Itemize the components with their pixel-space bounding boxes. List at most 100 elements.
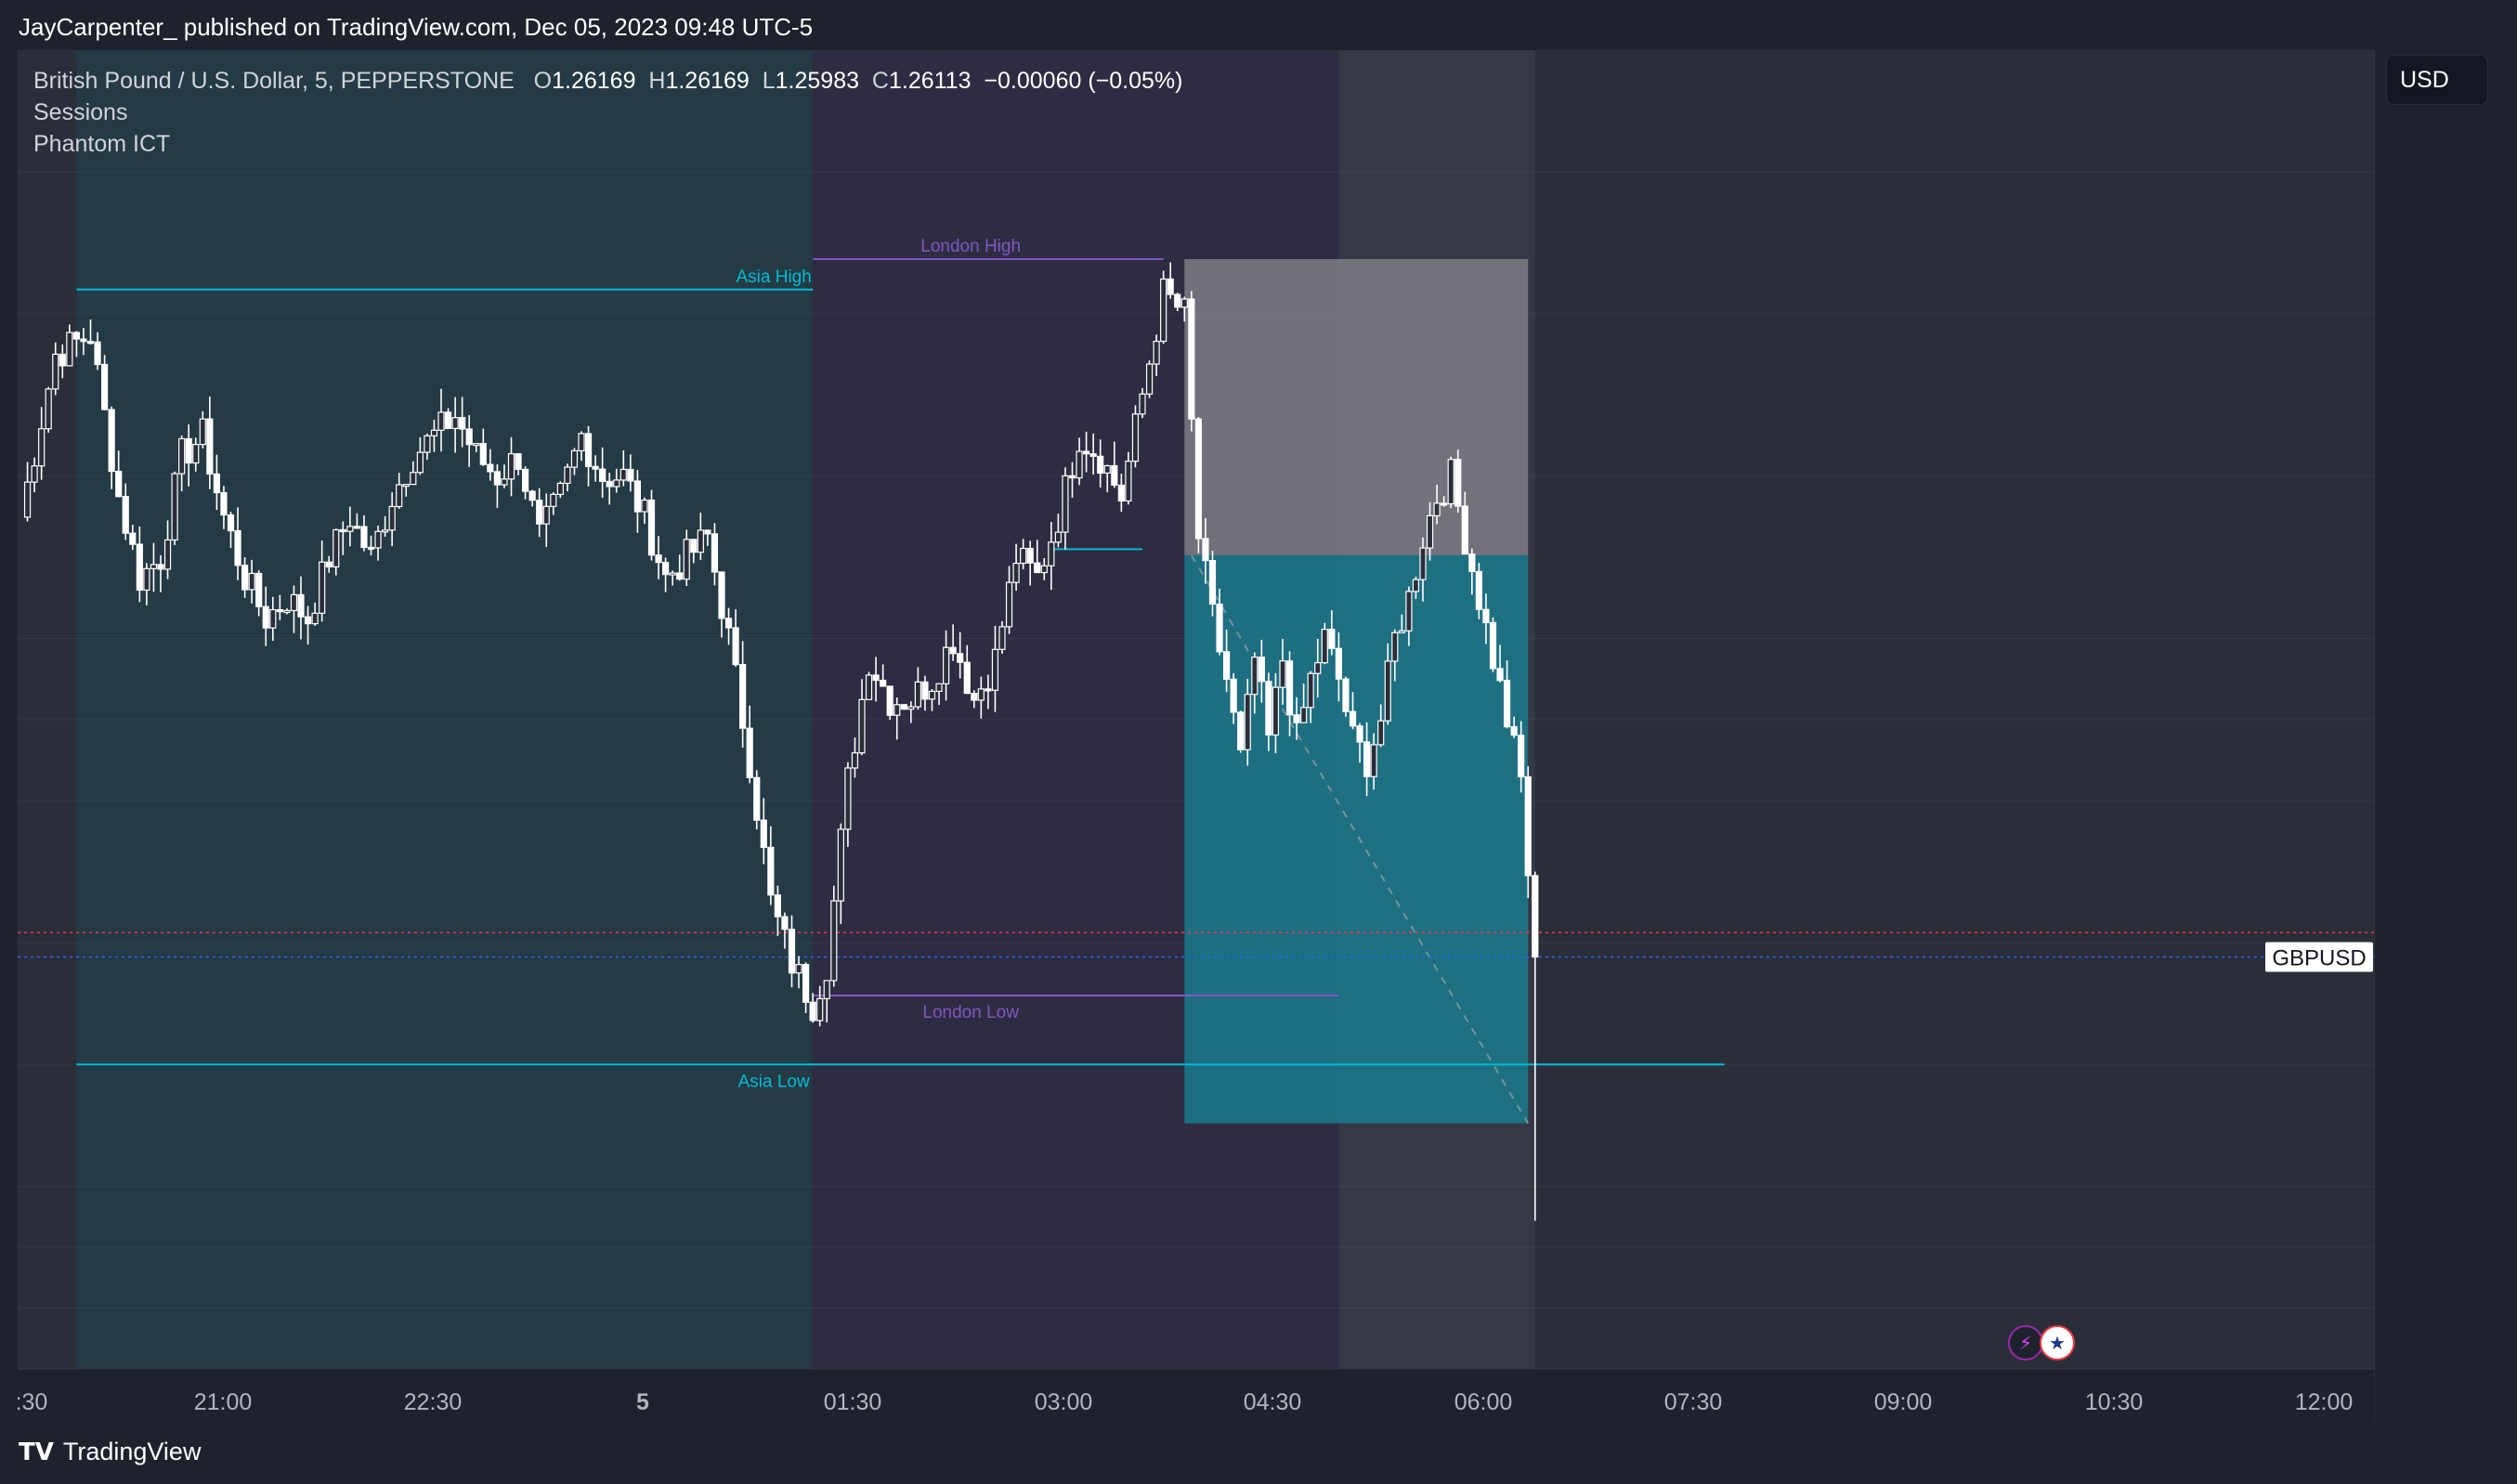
candle-body [613, 479, 620, 488]
tradingview-logo[interactable]: TV TradingView [19, 1438, 201, 1466]
economic-events: ⚡ ★ [2008, 1325, 2082, 1362]
candle-body [1405, 591, 1413, 631]
candle-body [957, 653, 964, 663]
candle-body [619, 468, 627, 481]
candle-body [1111, 464, 1118, 487]
candle-body [880, 680, 887, 687]
us-flag-event-icon[interactable]: ★ [2040, 1325, 2075, 1360]
x-tick-label: 06:00 [1454, 1389, 1513, 1415]
candle-body [163, 539, 172, 570]
candle-body [1258, 657, 1265, 683]
candle-body [1005, 581, 1013, 628]
candle-body [402, 484, 410, 488]
candle-body [501, 478, 508, 486]
candle-body [1026, 547, 1034, 564]
candle-body [802, 964, 810, 1003]
level-label-london-high: London High [920, 237, 1021, 256]
candle-body [1125, 461, 1132, 502]
candle-body [1482, 608, 1490, 624]
candle-body [353, 526, 360, 529]
candle-body [1237, 711, 1245, 750]
candle-body [1202, 538, 1209, 562]
candle-body [767, 846, 775, 896]
candle-body [1433, 502, 1441, 516]
session-asia [76, 50, 814, 1369]
candle-body [1356, 725, 1363, 743]
candle-body [1398, 630, 1405, 633]
candle-body [374, 530, 382, 549]
candle-body [985, 688, 992, 692]
candle-body [697, 529, 704, 553]
candle-body [732, 627, 739, 666]
candle-body [213, 473, 220, 494]
candle-body [914, 681, 922, 708]
candle-body [837, 828, 844, 902]
candle-body [1153, 340, 1160, 365]
candle-body [1461, 505, 1468, 555]
candle-body [241, 565, 249, 591]
lightning-event-icon[interactable]: ⚡ [2008, 1325, 2043, 1360]
candle-body [157, 564, 164, 570]
candle-body [1012, 562, 1020, 583]
candle-body [59, 353, 66, 367]
candle-body [542, 505, 550, 525]
candle-body [599, 468, 606, 482]
candle-body [1097, 455, 1104, 475]
candle-body [23, 481, 32, 518]
candle-body [206, 418, 214, 475]
candle-body [1328, 629, 1336, 649]
candle-body [1419, 547, 1427, 580]
candle-body [1503, 680, 1511, 728]
candle-body [1335, 647, 1343, 680]
x-tick-label: 03:00 [1035, 1389, 1093, 1415]
time-axis [18, 1369, 2375, 1421]
candle-body [1321, 629, 1328, 664]
candle-body [1384, 660, 1391, 722]
candle-body [1117, 484, 1125, 502]
candle-body [865, 674, 873, 700]
symbol-tag [2265, 942, 2373, 972]
x-tick-label: 22:30 [404, 1389, 463, 1415]
candle-body [1293, 714, 1300, 723]
candle-body [52, 353, 59, 390]
x-tick-label: 04:30 [1244, 1389, 1302, 1415]
candle-body [928, 690, 936, 700]
candle-body [1040, 565, 1048, 574]
candle-body [150, 564, 158, 569]
candle-body [459, 417, 466, 430]
candle-body [1131, 413, 1140, 462]
candle-body [900, 704, 907, 710]
candle-body [1489, 621, 1497, 670]
candle-body [1244, 694, 1251, 750]
candle-body [795, 964, 802, 974]
candle-body [339, 528, 346, 533]
candle-body [479, 443, 487, 465]
candle-body [45, 388, 52, 430]
candle-body [192, 443, 200, 464]
candle-body [360, 526, 368, 549]
candle-body [72, 332, 81, 340]
candle-body [592, 465, 599, 470]
candle-body [1307, 672, 1314, 709]
candle-body [410, 472, 417, 486]
candle-body [661, 562, 670, 576]
candle-body [1139, 393, 1146, 415]
candle-body [1496, 668, 1504, 682]
candle-body [1272, 686, 1280, 736]
candle-body [473, 443, 480, 447]
candle-body [1082, 450, 1090, 455]
candle-body [367, 546, 375, 551]
candle-body [704, 529, 711, 535]
candle-body [136, 543, 143, 592]
candle-body [998, 626, 1006, 650]
level-label-asia-low: Asia Low [738, 1072, 810, 1091]
candle-body [550, 493, 557, 507]
candle-body [185, 437, 192, 464]
candle-body [823, 980, 830, 999]
candle-body [1314, 662, 1322, 674]
projection-line [1190, 554, 1530, 1125]
candle-body [935, 683, 943, 693]
currency-button[interactable]: USD [2386, 55, 2488, 105]
